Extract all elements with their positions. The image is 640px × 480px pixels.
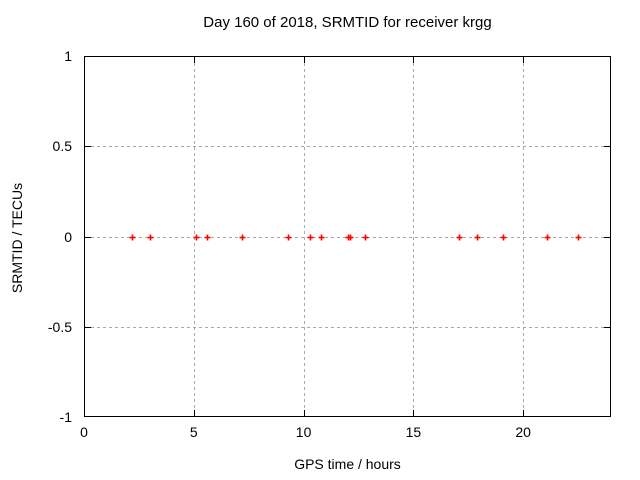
plot-svg [84, 56, 611, 417]
x-tick-label: 10 [295, 424, 312, 440]
y-tick-label: 0.5 [52, 138, 72, 155]
data-point-marker [362, 234, 369, 241]
chart-title: Day 160 of 2018, SRMTID for receiver krg… [203, 14, 492, 31]
data-point-marker [147, 234, 154, 241]
data-point-marker [500, 234, 507, 241]
x-tick-label: 5 [189, 424, 198, 440]
y-tick-label: -1 [59, 409, 72, 425]
data-point-marker [474, 234, 481, 241]
data-point-marker [239, 234, 246, 241]
data-point-marker [285, 234, 292, 241]
data-point-marker [318, 234, 325, 241]
y-tick-label: 0 [64, 228, 72, 245]
y-tick-label: 1 [64, 48, 72, 64]
data-point-marker [575, 234, 582, 241]
data-point-marker [544, 234, 551, 241]
data-point-marker [347, 234, 354, 241]
data-point-marker [193, 234, 200, 241]
data-point-marker [456, 234, 463, 241]
plot-area [84, 56, 611, 417]
x-tick-label: 0 [80, 424, 88, 440]
data-point-marker [204, 234, 211, 241]
y-tick-label: -0.5 [47, 318, 72, 335]
data-point-marker [129, 234, 136, 241]
data-point-marker [307, 234, 314, 241]
x-axis-label: GPS time / hours [294, 456, 401, 472]
plot-border [84, 56, 611, 417]
x-tick-label: 20 [515, 424, 531, 440]
x-tick-label: 15 [405, 424, 422, 440]
